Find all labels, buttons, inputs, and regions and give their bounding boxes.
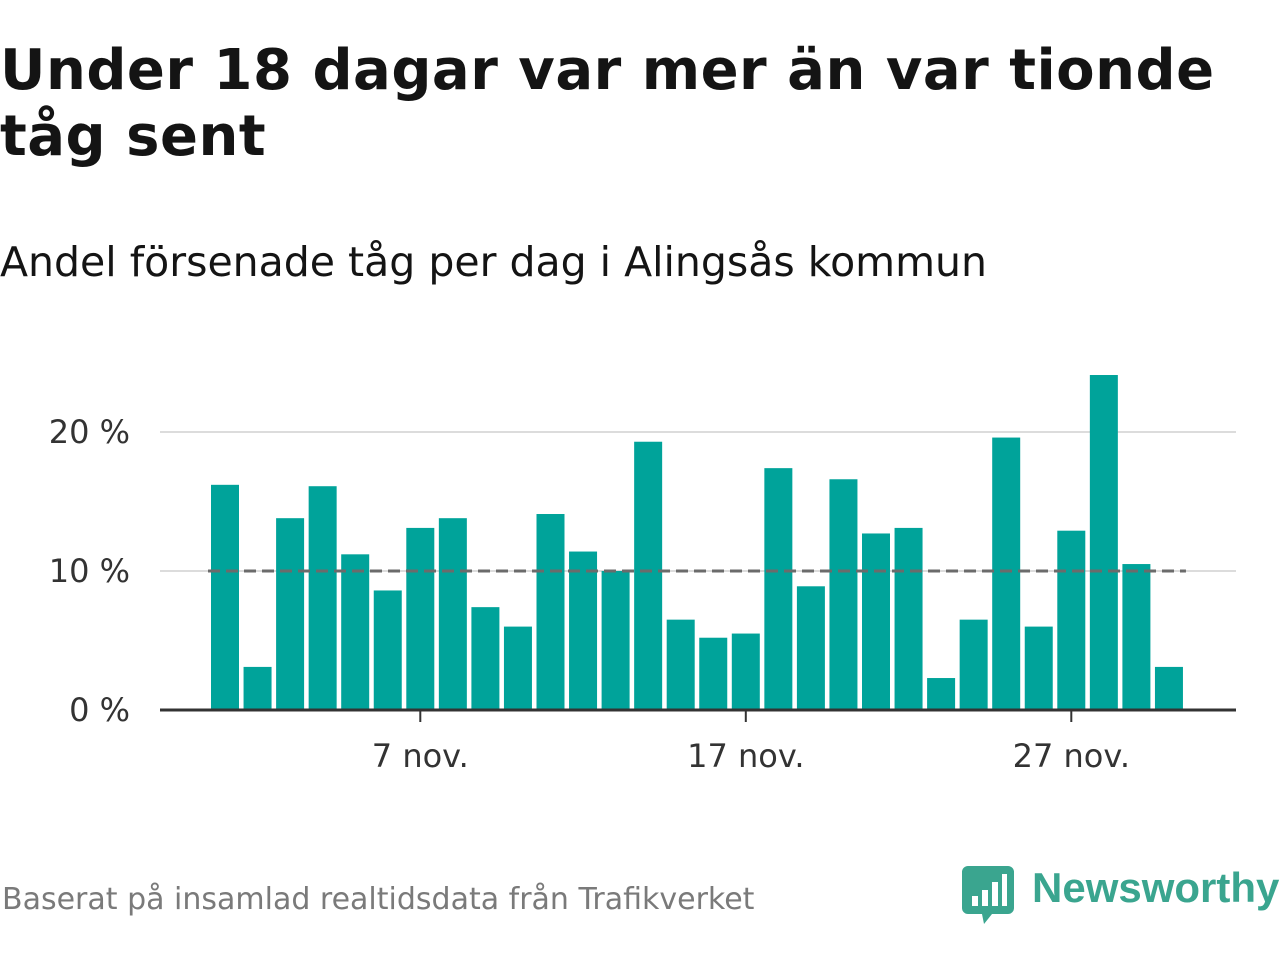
- bar: [731, 633, 760, 710]
- bar: [211, 484, 239, 710]
- bar-chart: 0 % 10 % 20 % 7 nov. 17 nov. 27 nov.: [49, 375, 1236, 775]
- bar: [862, 533, 890, 710]
- y-tick-label: 10 %: [49, 552, 130, 590]
- bar: [276, 518, 305, 710]
- y-tick-label: 20 %: [49, 413, 130, 451]
- bar: [1122, 564, 1151, 710]
- bar: [894, 527, 923, 710]
- bar: [536, 514, 565, 710]
- y-tick-label: 0 %: [69, 691, 130, 729]
- source-note: Baserat på insamlad realtidsdata från Tr…: [2, 882, 755, 917]
- bar: [959, 619, 988, 710]
- bar: [406, 527, 435, 710]
- bar: [438, 518, 467, 710]
- bars: [211, 375, 1183, 710]
- bar: [503, 626, 532, 710]
- bar: [992, 437, 1021, 710]
- bar: [927, 678, 956, 710]
- bar: [601, 571, 630, 710]
- bar: [1024, 626, 1053, 710]
- x-tick-label: 27 nov.: [1013, 737, 1130, 775]
- chart-subtitle: Andel försenade tåg per dag i Alingsås k…: [0, 238, 988, 286]
- x-tick-label: 17 nov.: [687, 737, 804, 775]
- bar: [243, 666, 272, 710]
- bar: [764, 468, 793, 710]
- bar: [308, 486, 337, 710]
- x-tick-label: 7 nov.: [372, 737, 469, 775]
- bar: [829, 479, 858, 710]
- bar: [471, 607, 500, 710]
- bar: [634, 441, 663, 710]
- y-axis-tick-labels: 0 % 10 % 20 %: [49, 413, 130, 729]
- bar: [699, 637, 728, 710]
- bar: [569, 551, 598, 710]
- brand-name: Newsworthy: [1032, 864, 1280, 911]
- x-axis: 7 nov. 17 nov. 27 nov.: [160, 708, 1236, 775]
- bar: [373, 590, 402, 710]
- bar: [666, 619, 695, 710]
- bar: [341, 554, 370, 710]
- bar: [1057, 530, 1086, 710]
- chart-title: Under 18 dagar var mer än var tionde tåg…: [0, 38, 1215, 169]
- chart-speech-bubble-icon: [962, 866, 1014, 924]
- bar: [796, 586, 825, 710]
- bar: [1154, 666, 1183, 710]
- bar: [1089, 375, 1118, 710]
